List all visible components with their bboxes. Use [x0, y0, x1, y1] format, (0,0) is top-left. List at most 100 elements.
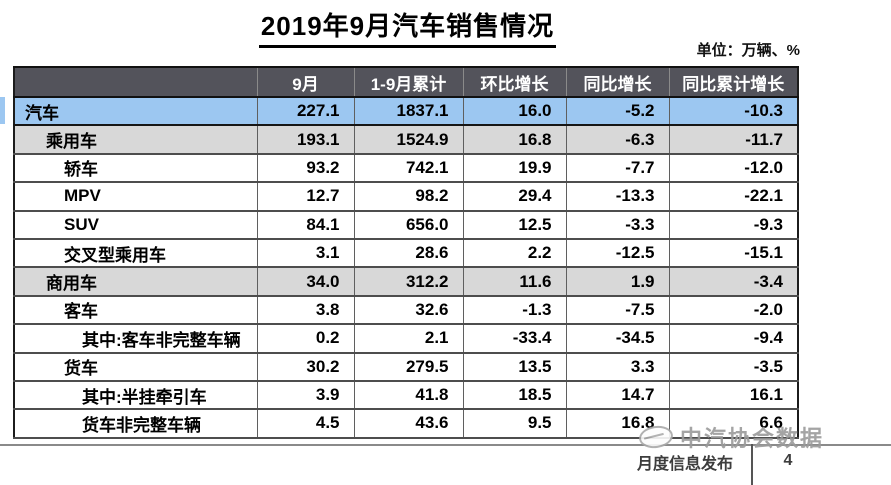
sales-table: 9月 1-9月累计 环比增长 同比增长 同比累计增长 汽车 227.1 1837.1 16.0… [13, 66, 799, 439]
value-cell: 12.5 [462, 209, 567, 240]
value-cell: 16.1 [668, 379, 799, 411]
value-cell: -5.2 [565, 95, 670, 127]
page-title: 2019年9月汽车销售情况 [258, 6, 557, 48]
value-cell: -7.7 [565, 152, 670, 184]
row-label: 客车 [13, 294, 258, 326]
value-cell: 193.1 [256, 124, 355, 155]
value-cell: 4.5 [256, 408, 355, 439]
value-cell: 656.0 [353, 209, 464, 240]
value-cell: -12.0 [668, 152, 799, 184]
value-cell: 18.5 [462, 379, 567, 411]
table-row: MPV 12.7 98.2 29.4 -13.3 -22.1 [13, 181, 799, 212]
value-cell: -7.5 [565, 294, 670, 326]
table-row: 客车 3.8 32.6 -1.3 -7.5 -2.0 [13, 294, 799, 326]
footer-info: 月度信息发布 4 [637, 444, 797, 485]
value-cell: -3.3 [565, 209, 670, 240]
row-label: 商用车 [13, 266, 258, 297]
value-cell: 11.6 [462, 266, 567, 297]
footer-divider [0, 444, 891, 446]
value-cell: 34.0 [256, 266, 355, 297]
watermark-text: 中汽协会数据 [679, 426, 824, 451]
value-cell: 16.8 [462, 124, 567, 155]
value-cell: 19.9 [462, 152, 567, 184]
row-label: SUV [13, 209, 258, 240]
row-label: 其中:客车非完整车辆 [13, 323, 258, 354]
value-cell: 227.1 [256, 95, 355, 127]
row-label: 货车 [13, 351, 258, 382]
value-cell: 3.9 [256, 379, 355, 411]
table-row: 交叉型乘用车 3.1 28.6 2.2 -12.5 -15.1 [13, 237, 799, 269]
value-cell: -6.3 [565, 124, 670, 155]
value-cell: -9.4 [668, 323, 799, 354]
value-cell: -13.3 [565, 181, 670, 212]
table-row: SUV 84.1 656.0 12.5 -3.3 -9.3 [13, 209, 799, 240]
table-row: 轿车 93.2 742.1 19.9 -7.7 -12.0 [13, 152, 799, 184]
title-wrap: 2019年9月汽车销售情况 [0, 6, 815, 48]
column-header: 同比增长 [565, 66, 670, 98]
association-logo-icon [637, 423, 675, 451]
row-highlight-artifact [0, 97, 5, 124]
value-cell: -33.4 [462, 323, 567, 354]
value-cell: 32.6 [353, 294, 464, 326]
value-cell: 1837.1 [353, 95, 464, 127]
value-cell: 2.1 [353, 323, 464, 354]
row-label: 货车非完整车辆 [13, 408, 258, 439]
publication-label: 月度信息发布 [636, 456, 733, 473]
value-cell: 28.6 [353, 237, 464, 269]
table-row: 其中:客车非完整车辆 0.2 2.1 -33.4 -34.5 -9.4 [13, 323, 799, 354]
value-cell: -34.5 [565, 323, 670, 354]
value-cell: 93.2 [256, 152, 355, 184]
value-cell: -11.7 [668, 124, 799, 155]
value-cell: 3.8 [256, 294, 355, 326]
column-header: 9月 [256, 66, 355, 98]
table-row: 货车 30.2 279.5 13.5 3.3 -3.5 [13, 351, 799, 382]
value-cell: -9.3 [668, 209, 799, 240]
value-cell: -1.3 [462, 294, 567, 326]
value-cell: 312.2 [353, 266, 464, 297]
footer-separator [751, 444, 753, 485]
row-label: 乘用车 [13, 124, 258, 155]
value-cell: 1.9 [565, 266, 670, 297]
column-header: 环比增长 [462, 66, 567, 98]
table-body: 汽车 227.1 1837.1 16.0 -5.2 -10.3 乘用车 193.1 1524.9… [13, 95, 799, 439]
value-cell: -12.5 [565, 237, 670, 269]
value-cell: 14.7 [565, 379, 670, 411]
value-cell: 30.2 [256, 351, 355, 382]
table-row: 汽车 227.1 1837.1 16.0 -5.2 -10.3 [13, 95, 799, 127]
value-cell: 6.6 [668, 408, 799, 439]
page-number: 4 [783, 452, 793, 469]
row-label: 轿车 [13, 152, 258, 184]
value-cell: -2.0 [668, 294, 799, 326]
column-header: 1-9月累计 [353, 66, 464, 98]
value-cell: 9.5 [462, 408, 567, 439]
value-cell: 742.1 [353, 152, 464, 184]
table-row: 商用车 34.0 312.2 11.6 1.9 -3.4 [13, 266, 799, 297]
value-cell: 279.5 [353, 351, 464, 382]
column-header: 同比累计增长 [668, 66, 799, 98]
row-label: 交叉型乘用车 [13, 237, 258, 269]
value-cell: 3.3 [565, 351, 670, 382]
value-cell: 13.5 [462, 351, 567, 382]
value-cell: 12.7 [256, 181, 355, 212]
value-cell: -3.5 [668, 351, 799, 382]
value-cell: 84.1 [256, 209, 355, 240]
table-header-row: 9月 1-9月累计 环比增长 同比增长 同比累计增长 [13, 66, 799, 98]
table-row: 乘用车 193.1 1524.9 16.8 -6.3 -11.7 [13, 124, 799, 155]
value-cell: 43.6 [353, 408, 464, 439]
row-label: MPV [13, 181, 258, 212]
value-cell: -15.1 [668, 237, 799, 269]
value-cell: -10.3 [668, 95, 799, 127]
value-cell: 2.2 [462, 237, 567, 269]
value-cell: 29.4 [462, 181, 567, 212]
value-cell: 16.0 [462, 95, 567, 127]
unit-label: 单位：万辆、% [696, 42, 800, 59]
watermark: 中汽协会数据 [637, 421, 824, 453]
value-cell: 98.2 [353, 181, 464, 212]
value-cell: 0.2 [256, 323, 355, 354]
table-row: 其中:半挂牵引车 3.9 41.8 18.5 14.7 16.1 [13, 379, 799, 411]
value-cell: 1524.9 [353, 124, 464, 155]
value-cell: 3.1 [256, 237, 355, 269]
value-cell: -22.1 [668, 181, 799, 212]
value-cell: -3.4 [668, 266, 799, 297]
